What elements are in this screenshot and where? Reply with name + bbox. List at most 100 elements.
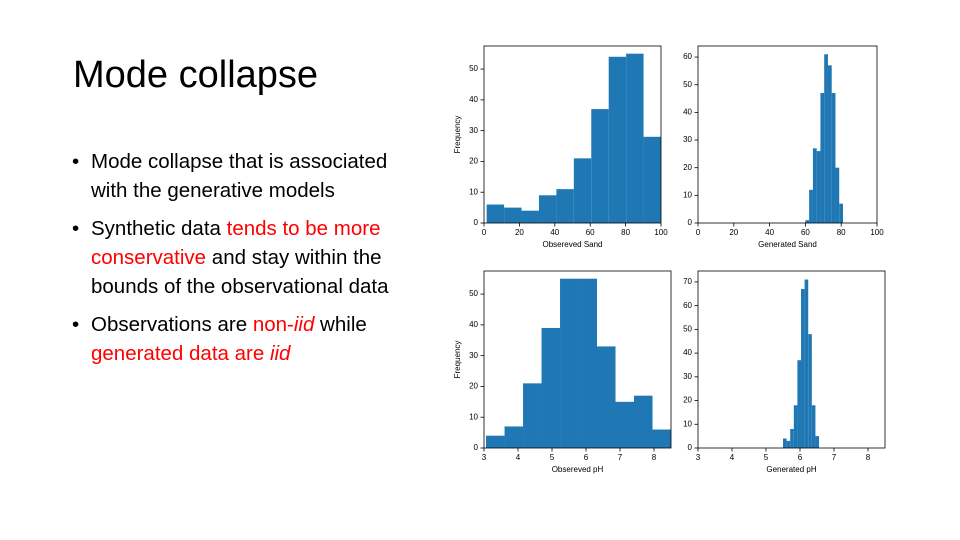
x-tick-label: 5 bbox=[764, 453, 769, 462]
x-tick-label: 7 bbox=[618, 453, 623, 462]
bar bbox=[783, 438, 787, 448]
x-tick-label: 3 bbox=[696, 453, 701, 462]
y-tick-label: 20 bbox=[683, 396, 692, 405]
x-tick-label: 0 bbox=[696, 228, 701, 237]
text-run: Synthetic data bbox=[91, 217, 227, 240]
bar bbox=[801, 289, 805, 448]
bullet: Synthetic data tends to be more conserva… bbox=[72, 214, 402, 301]
bar bbox=[808, 334, 812, 448]
y-axis-label: Frequency bbox=[453, 341, 462, 379]
y-axis-label: Frequency bbox=[453, 116, 462, 154]
y-tick-label: 0 bbox=[688, 443, 693, 452]
bullet-list: Mode collapse that is associated with th… bbox=[72, 147, 402, 377]
text-run: generated data are bbox=[91, 342, 270, 365]
y-tick-label: 10 bbox=[683, 419, 692, 428]
x-tick-label: 60 bbox=[801, 228, 810, 237]
bar bbox=[835, 167, 840, 223]
bar bbox=[597, 346, 616, 448]
x-tick-label: 8 bbox=[652, 453, 657, 462]
x-tick-label: 5 bbox=[550, 453, 555, 462]
text-run: while bbox=[314, 313, 373, 336]
bar bbox=[578, 278, 598, 448]
y-tick-label: 50 bbox=[683, 324, 692, 333]
y-tick-label: 0 bbox=[474, 218, 479, 227]
y-tick-label: 70 bbox=[683, 277, 692, 286]
bar bbox=[538, 195, 557, 223]
y-tick-label: 30 bbox=[469, 126, 478, 135]
bar bbox=[793, 405, 798, 448]
bar bbox=[809, 189, 813, 223]
y-tick-label: 0 bbox=[688, 218, 693, 227]
slide-title: Mode collapse bbox=[73, 54, 319, 96]
bar bbox=[541, 327, 561, 448]
y-tick-label: 50 bbox=[469, 289, 478, 298]
x-tick-label: 4 bbox=[516, 453, 521, 462]
x-axis-label: Obsereved Sand bbox=[542, 240, 602, 249]
y-tick-label: 30 bbox=[683, 135, 692, 144]
bar bbox=[652, 429, 671, 448]
y-tick-label: 40 bbox=[469, 320, 478, 329]
text-run: iid bbox=[269, 342, 291, 365]
bar bbox=[827, 65, 832, 223]
bar bbox=[521, 210, 539, 223]
bar bbox=[804, 279, 809, 448]
y-tick-label: 40 bbox=[683, 107, 692, 116]
bar bbox=[486, 204, 505, 223]
bar bbox=[591, 109, 609, 223]
x-tick-label: 4 bbox=[730, 453, 735, 462]
y-tick-label: 40 bbox=[683, 348, 692, 357]
bar bbox=[556, 189, 574, 223]
x-tick-label: 20 bbox=[729, 228, 738, 237]
y-tick-label: 20 bbox=[469, 382, 478, 391]
axes-frame bbox=[697, 270, 886, 449]
x-tick-label: 7 bbox=[832, 453, 837, 462]
bar bbox=[815, 436, 820, 448]
x-tick-label: 0 bbox=[482, 228, 487, 237]
y-tick-label: 40 bbox=[469, 95, 478, 104]
bar bbox=[504, 207, 522, 223]
y-tick-label: 10 bbox=[469, 187, 478, 196]
text-run: Mode collapse that is associated with th… bbox=[91, 150, 393, 202]
y-tick-label: 10 bbox=[469, 412, 478, 421]
bullet: Mode collapse that is associated with th… bbox=[72, 147, 402, 205]
y-tick-label: 30 bbox=[683, 372, 692, 381]
bar bbox=[839, 203, 843, 223]
x-tick-label: 8 bbox=[866, 453, 871, 462]
bar bbox=[643, 136, 661, 223]
bar bbox=[811, 405, 816, 448]
bar bbox=[634, 395, 653, 448]
bar bbox=[626, 53, 644, 224]
bar bbox=[797, 360, 802, 448]
x-axis-label: Obsereved pH bbox=[552, 465, 604, 474]
x-tick-label: 80 bbox=[621, 228, 630, 237]
text-run: tends to be more conservative bbox=[91, 217, 387, 269]
bar bbox=[573, 158, 592, 223]
x-tick-label: 100 bbox=[654, 228, 668, 237]
x-tick-label: 40 bbox=[550, 228, 559, 237]
axes-frame bbox=[697, 45, 878, 224]
x-tick-label: 3 bbox=[482, 453, 487, 462]
x-tick-label: 80 bbox=[837, 228, 846, 237]
y-tick-label: 60 bbox=[683, 301, 692, 310]
bar bbox=[523, 383, 542, 448]
text-run: iid bbox=[293, 313, 315, 336]
x-tick-label: 40 bbox=[765, 228, 774, 237]
y-tick-label: 60 bbox=[683, 52, 692, 61]
bar bbox=[560, 278, 579, 448]
x-tick-label: 20 bbox=[515, 228, 524, 237]
bar bbox=[816, 151, 821, 223]
bar bbox=[615, 401, 635, 448]
x-tick-label: 6 bbox=[584, 453, 589, 462]
bar bbox=[790, 429, 794, 448]
bar bbox=[786, 440, 791, 448]
x-tick-label: 60 bbox=[586, 228, 595, 237]
y-tick-label: 10 bbox=[683, 190, 692, 199]
text-run: and stay within the bounds of the observ… bbox=[91, 246, 389, 298]
y-tick-label: 50 bbox=[469, 64, 478, 73]
bullet: Observations are non-iid while generated… bbox=[72, 310, 402, 368]
x-tick-label: 100 bbox=[870, 228, 884, 237]
y-tick-label: 30 bbox=[469, 351, 478, 360]
x-axis-label: Generated Sand bbox=[758, 240, 817, 249]
